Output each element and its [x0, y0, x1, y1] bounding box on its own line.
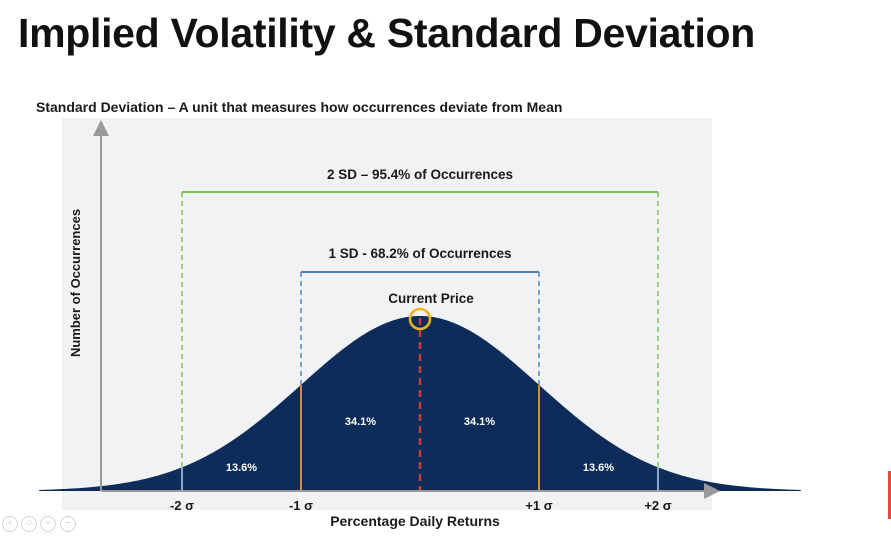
region-percent-label: 13.6% — [583, 462, 614, 474]
current-price-label: Current Price — [388, 291, 474, 306]
slide-title: Implied Volatility & Standard Deviation — [18, 10, 756, 56]
region-percent-labels: 13.6% 34.1% 34.1% 13.6% — [226, 416, 614, 474]
x-tick-label: -2 σ — [170, 498, 194, 513]
pen-icon[interactable]: ∘ — [40, 516, 56, 532]
sd-bracket-label: 1 SD - 68.2% of Occurrences — [328, 246, 511, 261]
sigma-boundary-lines — [181, 384, 659, 491]
sd-bracket-label: 2 SD – 95.4% of Occurrences — [327, 167, 513, 182]
x-tick-label: +2 σ — [644, 498, 671, 513]
region-percent-label: 34.1% — [464, 416, 495, 428]
region-percent-label: 13.6% — [226, 462, 257, 474]
x-axis-label: Percentage Daily Returns — [330, 513, 500, 529]
prev-slide-icon[interactable]: ‹ — [2, 516, 18, 532]
sd-brackets: 2 SD – 95.4% of Occurrences 1 SD - 68.2% … — [182, 167, 658, 273]
current-price-marker — [408, 307, 432, 331]
zoom-icon[interactable]: ○ — [21, 516, 37, 532]
x-tick-labels: -2 σ -1 σ +1 σ +2 σ — [170, 498, 672, 513]
more-options-icon[interactable]: − — [60, 516, 76, 532]
region-percent-label: 34.1% — [345, 416, 376, 428]
sd-guide-lines — [181, 192, 659, 468]
side-edge-marker — [888, 471, 891, 519]
x-tick-label: +1 σ — [525, 498, 552, 513]
x-tick-label: -1 σ — [289, 498, 313, 513]
y-axis-label: Number of Occurrences — [68, 209, 83, 357]
chart-subtitle: Standard Deviation – A unit that measure… — [36, 99, 563, 115]
